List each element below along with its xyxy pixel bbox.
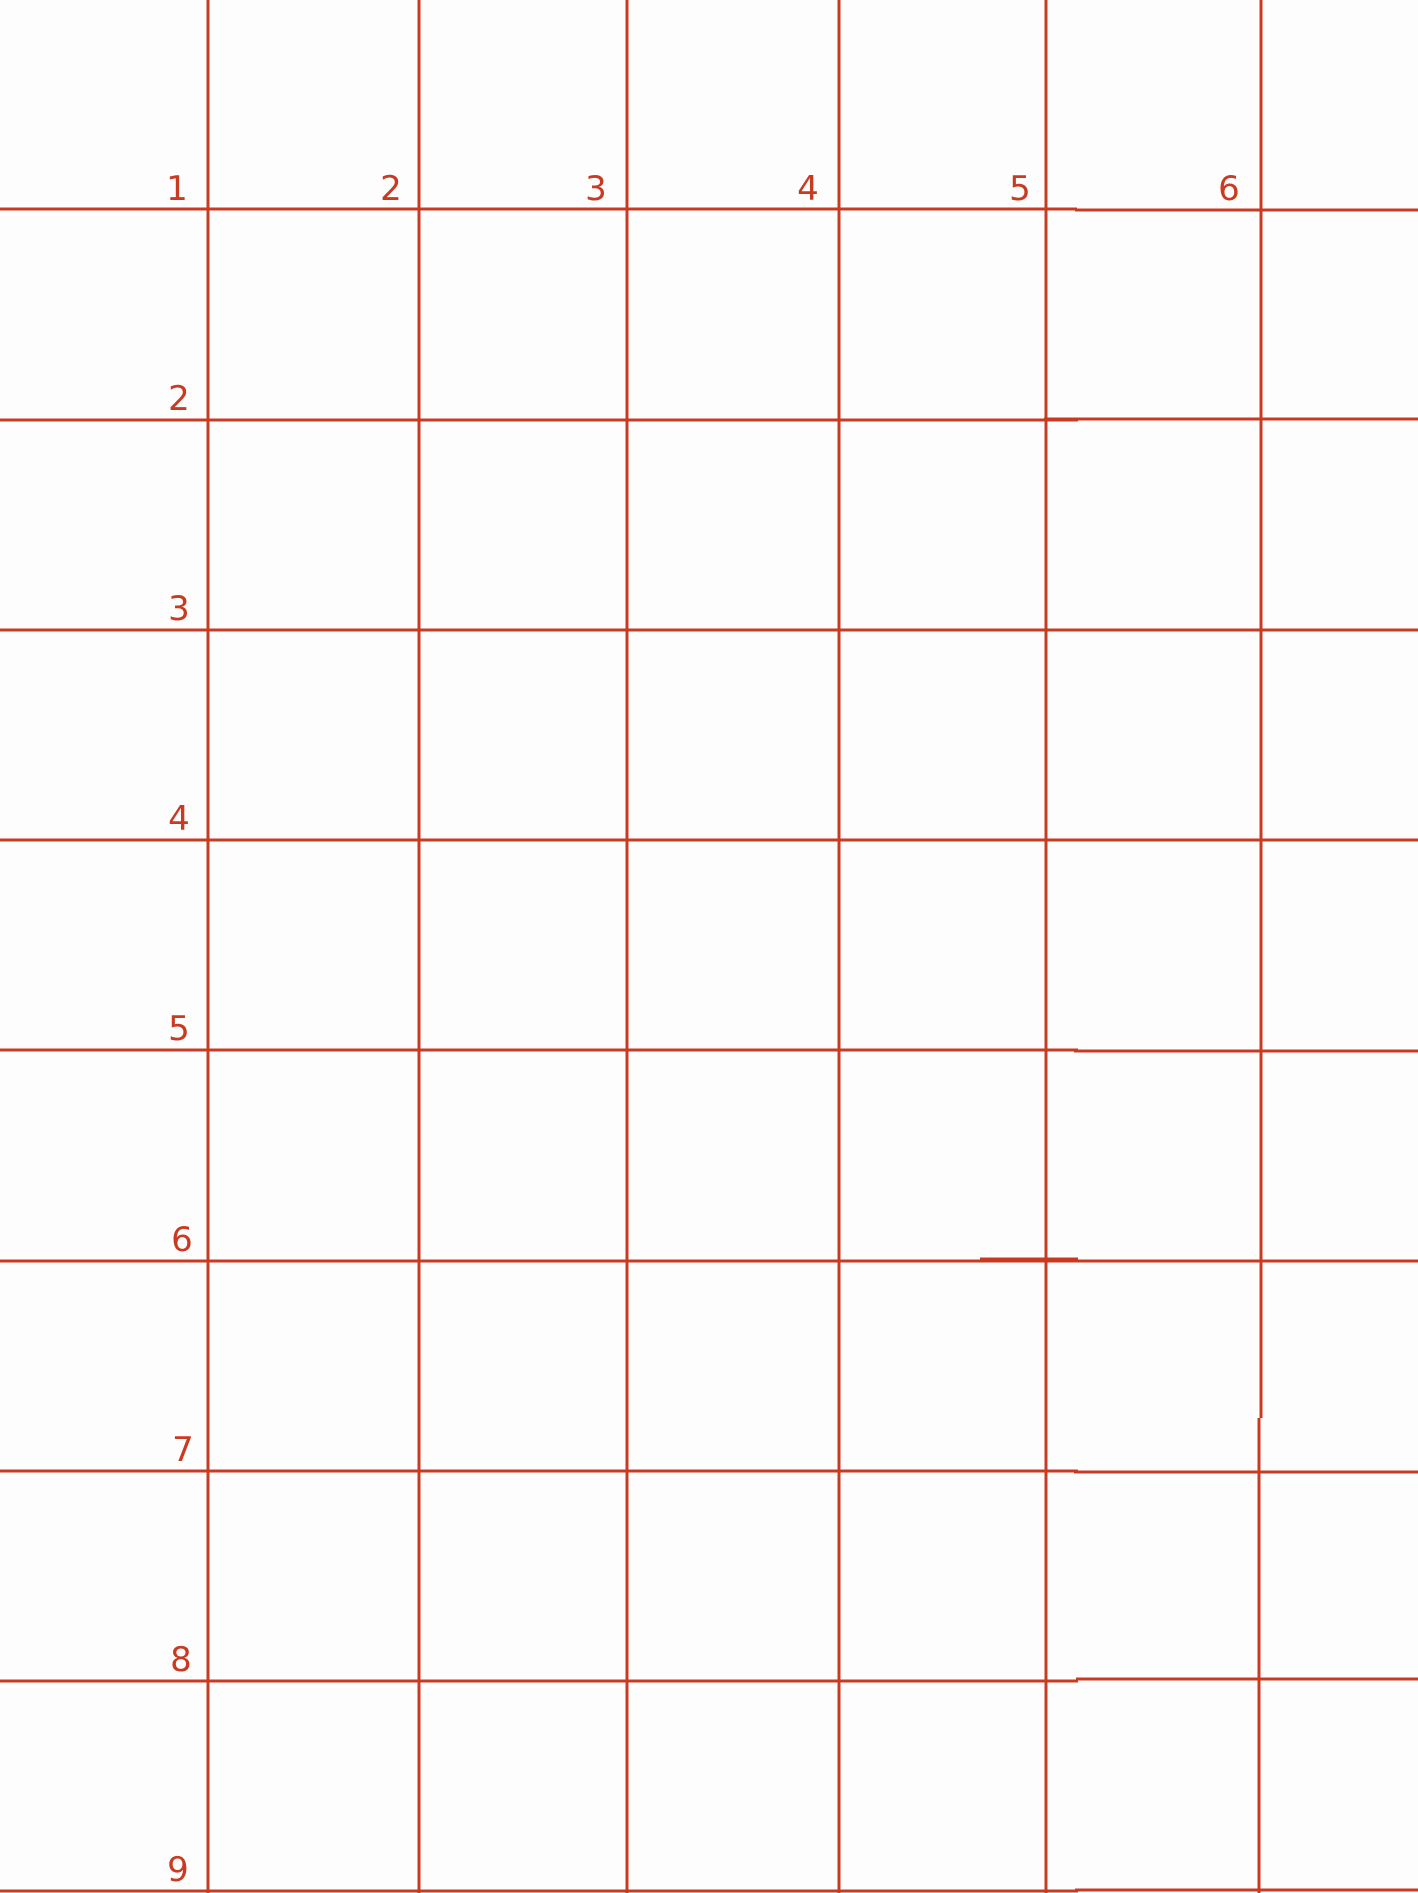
vertical-grid-lines <box>206 0 1263 1893</box>
row-label: 3 <box>168 589 190 629</box>
row-label: 7 <box>172 1430 194 1470</box>
row-label: 5 <box>168 1009 190 1049</box>
row-label: 8 <box>170 1640 192 1680</box>
column-labels: 1 2 3 4 5 6 <box>166 169 1240 209</box>
row-label: 4 <box>168 799 190 839</box>
row-label: 9 <box>167 1850 189 1890</box>
column-label: 5 <box>1009 169 1031 209</box>
row-label: 6 <box>171 1220 193 1260</box>
column-label: 4 <box>797 169 819 209</box>
column-label: 6 <box>1218 169 1240 209</box>
column-label: 2 <box>380 169 402 209</box>
column-label: 3 <box>585 169 607 209</box>
column-label: 1 <box>166 169 188 209</box>
row-labels: 2 3 4 5 6 7 8 9 <box>167 379 194 1890</box>
horizontal-grid-lines <box>0 207 1418 1893</box>
row-label: 2 <box>168 379 190 419</box>
